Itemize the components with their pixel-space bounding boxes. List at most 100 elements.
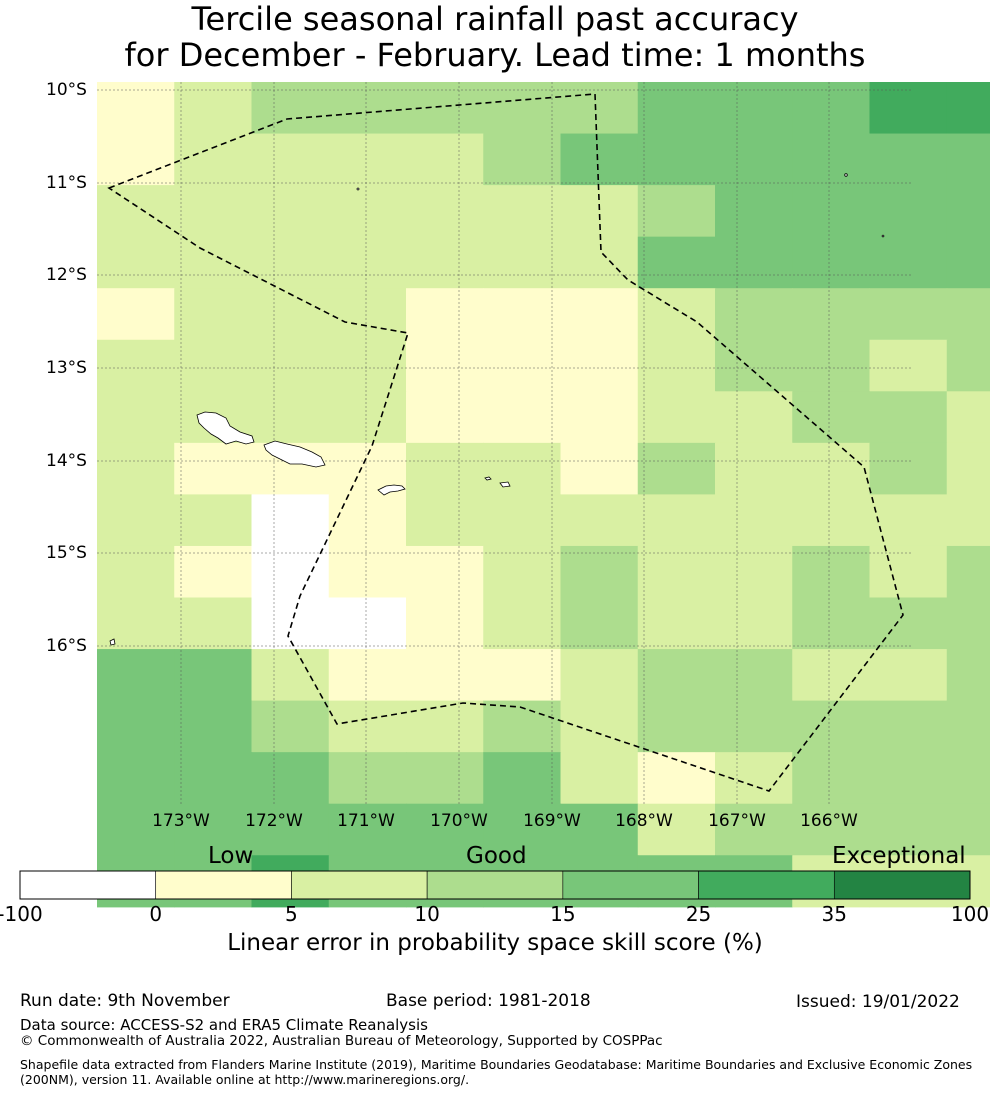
grid-cell <box>637 236 716 289</box>
grid-cell <box>97 752 175 805</box>
grid-cell <box>174 236 253 289</box>
grid-cell <box>946 236 990 289</box>
grid-cell <box>483 494 562 547</box>
grid-cell <box>174 82 253 135</box>
upolu-island <box>263 440 326 468</box>
colorbar-word-exceptional: Exceptional <box>832 843 966 869</box>
colorbar-tick-label: 35 <box>821 902 847 926</box>
grid-cell <box>946 803 990 856</box>
grid-cell <box>174 185 253 238</box>
grid-cell <box>946 649 990 702</box>
grid-cell <box>483 236 562 289</box>
grid-cell <box>406 391 484 444</box>
grid-cell <box>715 391 793 444</box>
grid-cell <box>792 442 871 495</box>
grid-cell <box>637 494 716 547</box>
issued-date: Issued: 19/01/2022 <box>796 992 960 1012</box>
grid-cell <box>97 133 175 186</box>
map-title-line1: Tercile seasonal rainfall past accuracy <box>191 0 799 38</box>
grid-cell <box>637 391 716 444</box>
grid-cell <box>715 649 793 702</box>
grid-cell <box>869 803 948 856</box>
grid-cell <box>792 133 871 186</box>
grid-cell <box>637 649 716 702</box>
grid-cell <box>715 597 793 650</box>
grid-cell <box>97 82 175 135</box>
grid-cell <box>792 391 871 444</box>
longitude-label: 168°W <box>615 811 673 831</box>
grid-cell <box>406 700 484 753</box>
grid-cell <box>637 803 716 856</box>
grid-cell <box>328 133 407 186</box>
grid-cell <box>406 442 484 495</box>
grid-cell <box>406 236 484 289</box>
grid-cell <box>251 185 330 238</box>
grid-cell <box>637 82 716 135</box>
grid-cell <box>97 185 175 238</box>
colorbar-word-good: Good <box>466 843 527 869</box>
colorbar-frame <box>19 870 971 900</box>
base-period: Base period: 1981-2018 <box>386 991 591 1011</box>
grid-cell <box>715 288 793 341</box>
grid-cell <box>869 339 948 392</box>
grid-cell <box>251 133 330 186</box>
grid-cell <box>792 545 871 599</box>
colorbar-segment <box>291 870 428 900</box>
grid-cell <box>174 442 253 495</box>
grid-cell <box>946 288 990 341</box>
grid-cell <box>406 133 484 186</box>
map-title-line2: for December - February. Lead time: 1 mo… <box>124 36 866 74</box>
grid-cell <box>869 494 948 547</box>
colorbar-segment <box>426 870 564 900</box>
grid-cell <box>406 185 484 238</box>
grid-cell <box>715 545 793 599</box>
grid-cell <box>483 185 562 238</box>
grid-cell <box>637 288 716 341</box>
grid-cell <box>560 597 639 650</box>
grid-cell <box>946 133 990 186</box>
grid-cell <box>715 133 793 186</box>
grid-cell <box>251 752 330 805</box>
grid-cell <box>946 597 990 650</box>
grid-cell <box>328 391 407 444</box>
grid-cell <box>174 597 253 650</box>
grid-cell <box>328 236 407 289</box>
grid-cell <box>483 700 562 753</box>
grid-cell <box>792 82 871 135</box>
graticule <box>97 82 913 805</box>
grid-cell <box>560 442 639 495</box>
grid-cell <box>637 700 716 753</box>
colorbar-segment <box>19 870 157 900</box>
grid-cell <box>483 391 562 444</box>
grid-cell <box>946 82 990 135</box>
grid-cell <box>483 288 562 341</box>
longitude-label: 166°W <box>800 811 858 831</box>
grid-cell <box>174 494 253 547</box>
grid-cell <box>251 649 330 702</box>
run-date: Run date: 9th November <box>20 991 230 1011</box>
grid-cell <box>328 803 407 856</box>
grid-cell <box>715 752 793 805</box>
grid-cell <box>637 442 716 495</box>
grid-cell <box>251 391 330 444</box>
grid-cell <box>97 700 175 753</box>
grid-cell <box>174 752 253 805</box>
skill-grid <box>97 82 990 908</box>
grid-cell <box>869 82 948 135</box>
grid-cell <box>406 803 484 856</box>
copyright: © Commonwealth of Australia 2022, Austra… <box>20 1033 663 1049</box>
grid-cell <box>560 494 639 547</box>
grid-cell <box>560 752 639 805</box>
grid-cell <box>946 339 990 392</box>
grid-cell <box>406 288 484 341</box>
colorbar-segment <box>155 870 292 900</box>
colorbar-tick-label: 25 <box>685 902 712 926</box>
grid-cell <box>946 545 990 599</box>
grid-cell <box>715 494 793 547</box>
grid-cell <box>483 133 562 186</box>
grid-cell <box>251 288 330 341</box>
grid-cell <box>560 391 639 444</box>
grid-cell <box>560 545 639 599</box>
grid-cell <box>637 752 716 805</box>
grid-cell <box>946 391 990 444</box>
